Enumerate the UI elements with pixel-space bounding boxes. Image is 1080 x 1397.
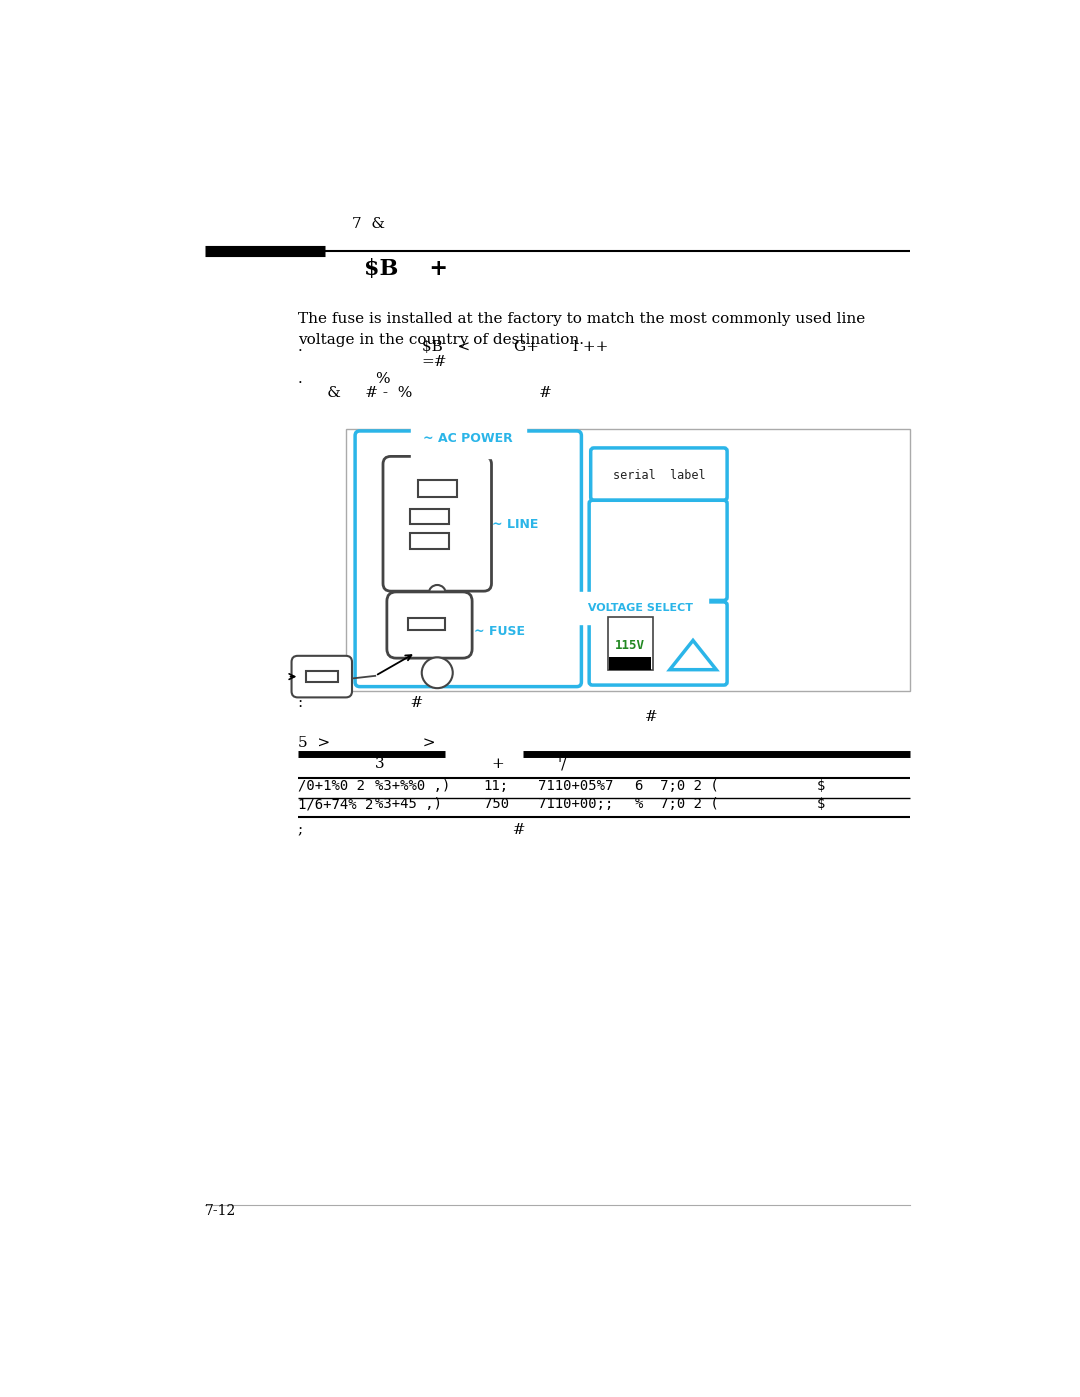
Text: 7110+05%7: 7110+05%7: [538, 778, 613, 793]
FancyBboxPatch shape: [590, 602, 727, 685]
Text: serial  label: serial label: [612, 469, 705, 482]
FancyBboxPatch shape: [418, 481, 457, 497]
Text: 3: 3: [375, 757, 384, 771]
Text: The fuse is installed at the factory to match the most commonly used line
voltag: The fuse is installed at the factory to …: [298, 313, 865, 346]
Text: 1/6+74% 2: 1/6+74% 2: [298, 798, 373, 812]
FancyBboxPatch shape: [383, 457, 491, 591]
Text: 750: 750: [484, 798, 509, 812]
Text: .: .: [298, 339, 302, 353]
Text: :                      #: : #: [298, 696, 423, 710]
FancyBboxPatch shape: [355, 432, 581, 686]
Text: '/: '/: [557, 757, 567, 771]
FancyBboxPatch shape: [591, 448, 727, 500]
Text: 11;: 11;: [484, 778, 509, 793]
Text: VOLTAGE SELECT: VOLTAGE SELECT: [584, 604, 697, 613]
FancyBboxPatch shape: [408, 617, 445, 630]
Text: =#: =#: [422, 355, 447, 369]
Circle shape: [422, 658, 453, 689]
Text: 7110+00;;: 7110+00;;: [538, 798, 613, 812]
Text: &     # -  %                          #: & # - % #: [298, 386, 552, 400]
FancyBboxPatch shape: [590, 500, 727, 601]
Text: %3+%%0 ,): %3+%%0 ,): [375, 778, 450, 793]
FancyBboxPatch shape: [410, 534, 449, 549]
Text: %: %: [375, 372, 390, 386]
Text: 5  >                   >: 5 > >: [298, 736, 435, 750]
Text: 6  7;0 2 (: 6 7;0 2 (: [635, 778, 718, 793]
Text: /0+1%0 2: /0+1%0 2: [298, 778, 365, 793]
Text: +: +: [491, 757, 504, 771]
FancyBboxPatch shape: [609, 658, 651, 669]
FancyBboxPatch shape: [608, 617, 652, 669]
Text: 7  &: 7 &: [352, 217, 384, 231]
FancyBboxPatch shape: [387, 592, 472, 658]
Circle shape: [429, 585, 446, 602]
Text: ~ AC POWER: ~ AC POWER: [423, 432, 513, 446]
Text: .: .: [298, 372, 302, 386]
Text: $B   <         G+       l ++: $B < G+ l ++: [422, 339, 608, 353]
Text: ~ FUSE: ~ FUSE: [474, 626, 525, 638]
FancyBboxPatch shape: [306, 671, 338, 682]
FancyBboxPatch shape: [410, 509, 449, 524]
Text: $: $: [816, 798, 825, 812]
FancyBboxPatch shape: [346, 429, 910, 692]
Text: %3+45 ,): %3+45 ,): [375, 798, 442, 812]
Text: #: #: [445, 710, 658, 724]
Text: 115V: 115V: [616, 638, 645, 651]
Text: ~ LINE: ~ LINE: [491, 518, 538, 531]
Text: %  7;0 2 (: % 7;0 2 (: [635, 798, 718, 812]
Text: ;                                           #: ; #: [298, 823, 525, 837]
Text: $: $: [816, 778, 825, 793]
FancyBboxPatch shape: [292, 655, 352, 697]
Text: 7-12: 7-12: [205, 1204, 237, 1218]
Text: $B    +: $B +: [364, 258, 447, 281]
